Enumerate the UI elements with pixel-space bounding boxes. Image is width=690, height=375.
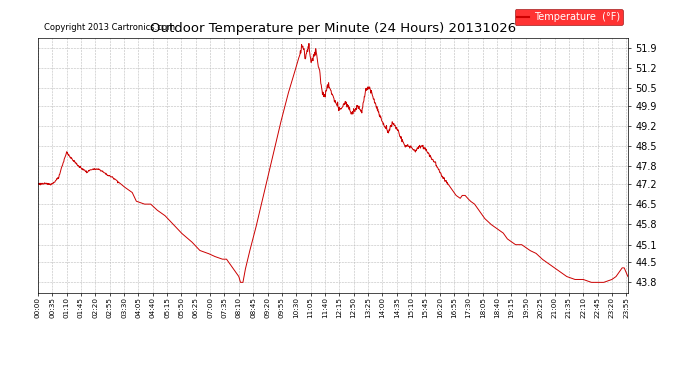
Title: Outdoor Temperature per Minute (24 Hours) 20131026: Outdoor Temperature per Minute (24 Hours… [150, 22, 516, 35]
Legend: Temperature  (°F): Temperature (°F) [515, 9, 623, 25]
Text: Copyright 2013 Cartronics.com: Copyright 2013 Cartronics.com [44, 23, 175, 32]
